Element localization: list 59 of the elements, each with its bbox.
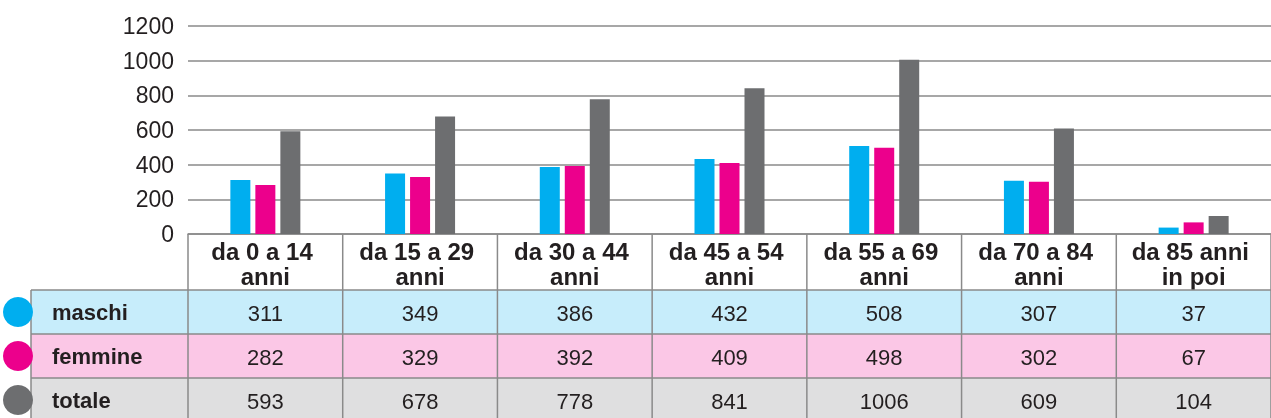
data-label: 609 xyxy=(1020,388,1058,414)
x-tick-label: da 30 a 44 anni xyxy=(514,238,636,290)
data-label: 329 xyxy=(401,344,439,370)
data-label: 841 xyxy=(711,388,748,414)
bar xyxy=(1028,181,1049,234)
bar xyxy=(255,185,276,234)
data-label: 778 xyxy=(556,388,594,414)
bar xyxy=(230,180,251,234)
data-label: 302 xyxy=(1020,344,1058,370)
y-tick-label: 400 xyxy=(135,151,174,178)
data-label: 282 xyxy=(247,344,284,370)
y-tick-label: 200 xyxy=(135,186,174,213)
y-tick-label: 600 xyxy=(135,117,174,143)
bar xyxy=(435,116,456,234)
x-tick-label: da 45 a 54 anni xyxy=(668,238,791,290)
bar xyxy=(1003,180,1024,234)
legend-label: totale xyxy=(52,387,111,413)
bar xyxy=(1183,222,1204,234)
bar xyxy=(694,159,715,234)
y-tick-label: 800 xyxy=(135,82,174,109)
data-label: 311 xyxy=(247,300,283,326)
y-tick-label: 1200 xyxy=(122,13,174,39)
x-tick-label: da 70 a 84 anni xyxy=(978,238,1100,290)
data-label: 593 xyxy=(247,388,284,414)
data-label: 307 xyxy=(1020,300,1058,326)
data-label: 386 xyxy=(556,300,594,326)
x-tick-label: da 15 a 29 anni xyxy=(359,238,481,290)
bar xyxy=(1053,128,1074,234)
x-tick-label: da 0 a 14 anni xyxy=(211,238,320,290)
bar xyxy=(719,163,740,234)
x-tick-label: da 85 anni in poi xyxy=(1131,238,1256,290)
data-label: 37 xyxy=(1181,300,1206,326)
bar xyxy=(385,173,406,234)
bar xyxy=(744,88,765,234)
x-tick-label: da 55 a 69 anni xyxy=(823,238,945,290)
bar xyxy=(539,167,560,234)
y-tick-label: 0 xyxy=(161,221,174,247)
bar xyxy=(874,147,895,234)
data-label: 432 xyxy=(711,300,748,326)
data-label: 409 xyxy=(711,344,748,370)
bar xyxy=(849,145,870,234)
bar xyxy=(410,176,431,234)
bar xyxy=(899,59,920,234)
bar xyxy=(1158,227,1179,234)
legend-label: maschi xyxy=(52,299,128,325)
data-label: 498 xyxy=(865,344,903,370)
data-label: 508 xyxy=(865,300,903,326)
data-label: 678 xyxy=(401,388,439,414)
bar xyxy=(280,131,301,234)
legend-label: femmine xyxy=(52,343,143,369)
bar xyxy=(1208,215,1229,234)
data-label: 67 xyxy=(1181,344,1206,370)
bar xyxy=(564,166,585,234)
bar xyxy=(589,99,610,234)
data-label: 1006 xyxy=(859,388,909,414)
data-label: 392 xyxy=(556,344,594,370)
data-label: 349 xyxy=(401,300,439,326)
y-tick-label: 1000 xyxy=(122,47,174,74)
data-label: 104 xyxy=(1175,388,1212,414)
